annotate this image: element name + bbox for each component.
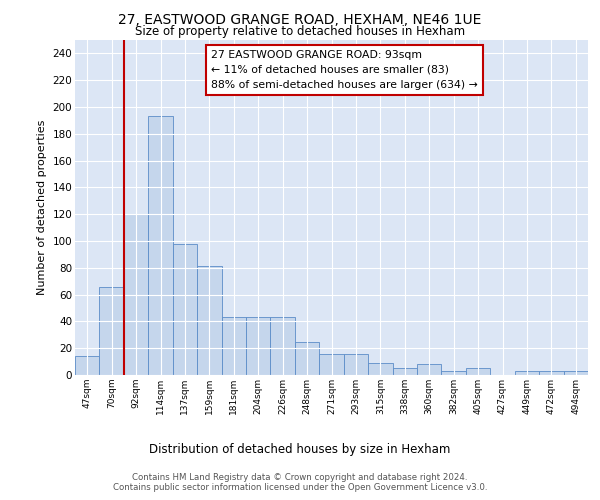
Bar xyxy=(124,214,148,375)
Bar xyxy=(319,354,344,375)
Bar xyxy=(515,371,539,375)
Text: Contains HM Land Registry data © Crown copyright and database right 2024.
Contai: Contains HM Land Registry data © Crown c… xyxy=(113,472,487,492)
Text: Size of property relative to detached houses in Hexham: Size of property relative to detached ho… xyxy=(135,25,465,38)
Bar xyxy=(368,363,392,375)
Bar xyxy=(173,244,197,375)
Bar xyxy=(271,318,295,375)
Bar xyxy=(197,266,221,375)
Text: 27, EASTWOOD GRANGE ROAD, HEXHAM, NE46 1UE: 27, EASTWOOD GRANGE ROAD, HEXHAM, NE46 1… xyxy=(118,12,482,26)
Bar xyxy=(563,371,588,375)
Bar xyxy=(466,368,490,375)
Bar xyxy=(75,356,100,375)
Text: 27 EASTWOOD GRANGE ROAD: 93sqm
← 11% of detached houses are smaller (83)
88% of : 27 EASTWOOD GRANGE ROAD: 93sqm ← 11% of … xyxy=(211,50,478,90)
Y-axis label: Number of detached properties: Number of detached properties xyxy=(37,120,47,295)
Bar xyxy=(295,342,319,375)
Bar xyxy=(246,318,271,375)
Bar xyxy=(442,371,466,375)
Bar xyxy=(148,116,173,375)
Text: Distribution of detached houses by size in Hexham: Distribution of detached houses by size … xyxy=(149,442,451,456)
Bar xyxy=(539,371,563,375)
Bar xyxy=(100,286,124,375)
Bar xyxy=(221,318,246,375)
Bar xyxy=(392,368,417,375)
Bar xyxy=(344,354,368,375)
Bar xyxy=(417,364,442,375)
